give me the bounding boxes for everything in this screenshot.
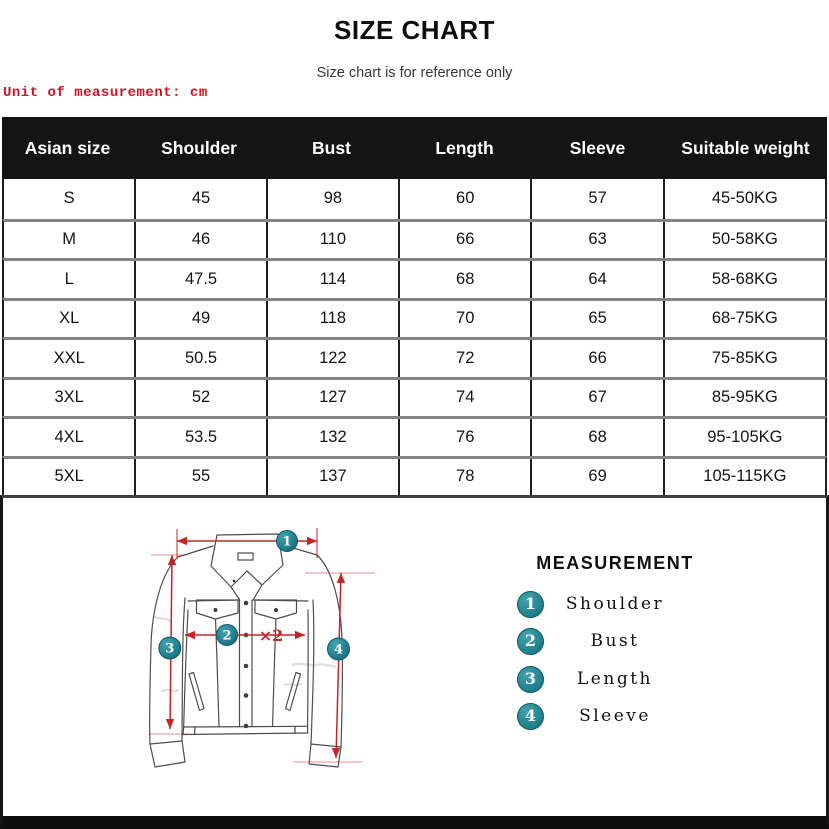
cell-size: 4XL (54, 427, 84, 446)
cell-shoulder: 45 (134, 179, 265, 219)
measure-point-2-number: 2 (222, 629, 231, 644)
column-header-sleeve: Sleeve (569, 137, 626, 158)
legend-item-sleeve: 4 Sleeve (452, 703, 778, 730)
cell-weight: 50-58KG (662, 221, 825, 258)
jacket-outline (148, 533, 344, 768)
legend-label-bust: Bust (590, 631, 640, 651)
cell-size: 3XL (54, 388, 84, 407)
column-header-suitable-weight: Suitable weight (681, 137, 810, 158)
cell-size: XL (59, 309, 80, 328)
table-row: 4XL 53.5 132 76 68 95-105KG (2, 416, 827, 456)
cell-size: M (62, 230, 77, 249)
times-two-label: ×2 (259, 626, 284, 645)
table-row: M 46 110 66 63 50-58KG (2, 218, 827, 258)
cell-bust: 114 (265, 261, 398, 298)
jacket-buttons (213, 579, 278, 729)
cell-bust: 132 (265, 419, 398, 456)
legend-item-shoulder: 1 Shoulder (452, 591, 778, 618)
cell-size: S (63, 189, 75, 208)
measurement-legend: MEASUREMENT 1 Shoulder 2 Bust 3 Length 4… (452, 553, 778, 730)
cell-bust: 137 (265, 458, 398, 495)
cell-bust: 110 (265, 221, 398, 258)
table-header-row: Asian size Shoulder Bust Length Sleeve S… (2, 117, 827, 179)
table-row: 5XL 55 137 78 69 105-115KG (2, 455, 827, 495)
shading-strokes (153, 615, 337, 693)
cell-weight: 105-115KG (662, 458, 825, 495)
table-row: 3XL 52 127 74 67 85-95KG (2, 376, 827, 416)
measure-point-4 (327, 637, 350, 661)
unit-of-measurement-note: Unit of measurement: cm (3, 85, 208, 101)
cell-sleeve: 65 (530, 300, 662, 337)
cell-weight: 95-105KG (662, 419, 825, 456)
legend-badge-3: 3 (517, 666, 544, 693)
cell-sleeve: 67 (530, 379, 662, 416)
column-header-bust: Bust (312, 137, 351, 158)
measure-point-2 (216, 624, 238, 646)
legend-badge-2: 2 (517, 628, 544, 655)
cell-shoulder: 53.5 (134, 419, 265, 456)
cell-shoulder: 47.5 (134, 261, 265, 298)
measure-point-4-number: 4 (334, 643, 343, 658)
cell-length: 60 (398, 179, 530, 219)
cell-length: 70 (398, 300, 530, 337)
cell-size: 5XL (54, 467, 84, 486)
jacket-diagram: ×2 1 2 3 4 (148, 528, 375, 768)
column-header-length: Length (435, 137, 494, 158)
cell-weight: 75-85KG (662, 340, 825, 377)
dimension-lines (149, 528, 375, 763)
legend-item-bust: 2 Bust (452, 628, 778, 655)
cell-length: 66 (398, 221, 530, 258)
legend-badge-1: 1 (517, 591, 544, 618)
cell-length: 72 (398, 340, 530, 377)
cell-size: L (64, 269, 74, 288)
cell-shoulder: 50.5 (134, 340, 265, 377)
measurement-diagram-panel (0, 495, 829, 829)
size-table: Asian size Shoulder Bust Length Sleeve S… (2, 117, 827, 495)
cell-sleeve: 69 (530, 458, 662, 495)
cell-shoulder: 46 (134, 221, 265, 258)
cell-sleeve: 64 (530, 261, 662, 298)
table-row: XXL 50.5 122 72 66 75-85KG (2, 337, 827, 377)
cell-bust: 127 (265, 379, 398, 416)
measure-point-1-number: 1 (282, 535, 291, 550)
table-row: S 45 98 60 57 45-50KG (2, 179, 827, 219)
cell-sleeve: 68 (530, 419, 662, 456)
column-header-asian-size: Asian size (24, 137, 111, 158)
cell-size: XXL (53, 348, 85, 367)
cell-weight: 45-50KG (662, 179, 825, 219)
cell-length: 78 (398, 458, 530, 495)
cell-bust: 122 (265, 340, 398, 377)
legend-badge-4: 4 (517, 703, 544, 730)
column-header-shoulder: Shoulder (161, 137, 237, 158)
cell-length: 74 (398, 379, 530, 416)
cell-weight: 85-95KG (662, 379, 825, 416)
table-row: XL 49 118 70 65 68-75KG (2, 297, 827, 337)
cell-shoulder: 52 (134, 379, 265, 416)
legend-label-shoulder: Shoulder (565, 594, 665, 614)
cell-length: 76 (398, 419, 530, 456)
measure-points: 1 2 3 4 (158, 530, 350, 661)
measure-point-3 (158, 636, 182, 660)
cell-shoulder: 55 (134, 458, 265, 495)
cell-bust: 98 (265, 179, 398, 219)
page-subtitle: Size chart is for reference only (316, 65, 513, 81)
measure-point-3-number: 3 (165, 642, 174, 657)
cell-sleeve: 57 (530, 179, 662, 219)
cell-weight: 58-68KG (662, 261, 825, 298)
cell-shoulder: 49 (134, 300, 265, 337)
cell-bust: 118 (265, 300, 398, 337)
cell-weight: 68-75KG (662, 300, 825, 337)
table-row: L 47.5 114 68 64 58-68KG (2, 258, 827, 298)
cell-sleeve: 66 (530, 340, 662, 377)
cell-sleeve: 63 (530, 221, 662, 258)
measurement-heading: MEASUREMENT (536, 553, 694, 573)
legend-label-length: Length (577, 669, 653, 689)
legend-label-sleeve: Sleeve (579, 706, 651, 726)
page-title: SIZE CHART (334, 15, 495, 45)
cell-length: 68 (398, 261, 530, 298)
measure-point-1 (276, 530, 298, 552)
legend-item-length: 3 Length (452, 666, 778, 693)
